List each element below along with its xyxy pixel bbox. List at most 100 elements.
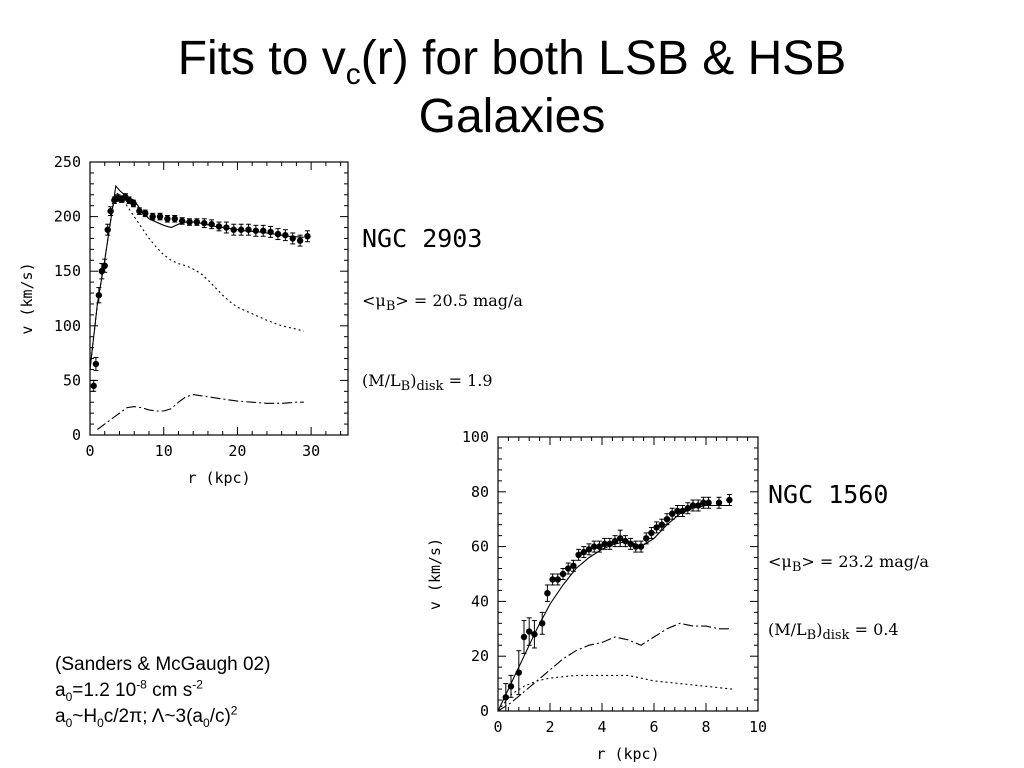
ngc1560-data-point bbox=[695, 502, 702, 509]
ngc2903-data-point bbox=[296, 237, 304, 244]
title-line-2: Galaxies bbox=[418, 90, 606, 143]
ngc1560-data-point bbox=[591, 543, 598, 550]
ngc1560-y-tick-label: 80 bbox=[471, 483, 489, 501]
ngc1560-data-point bbox=[617, 535, 624, 542]
ngc2903-y-tick-label: 50 bbox=[63, 371, 81, 389]
ngc1560-y-tick-label: 20 bbox=[471, 647, 489, 665]
ngc1560-x-tick-label: 6 bbox=[649, 718, 658, 736]
ngc1560-data-point bbox=[700, 499, 707, 506]
ngc2903-data-point bbox=[98, 268, 105, 275]
ngc1560-plot-frame bbox=[497, 436, 759, 712]
ngc1560-data-point bbox=[601, 540, 608, 548]
ngc1560-data-point bbox=[520, 633, 528, 641]
ngc2903-data-point bbox=[208, 221, 215, 228]
ngc1560-data-point bbox=[705, 499, 712, 506]
ngc1560-data-point bbox=[627, 540, 634, 548]
ngc2903-y-tick-label: 250 bbox=[54, 153, 81, 171]
a0-relation: a0~H0c/2π; Λ~3(a0/c)2 bbox=[55, 703, 238, 730]
ngc1560-data-point bbox=[526, 628, 533, 635]
ngc1560-data-point bbox=[622, 537, 629, 545]
ngc1560-panel: 0 2 4 6 8 10 0 20 40 60 80 100 r (kpc) v (km/s) NGC 1… bbox=[416, 424, 1024, 768]
ngc1560-galaxy-name: NGC 1560 bbox=[768, 480, 889, 509]
ngc1560-x-tick-label: 0 bbox=[493, 718, 502, 736]
ngc1560-data-point bbox=[502, 694, 509, 701]
ngc1560-y-tick-label: 60 bbox=[471, 538, 489, 556]
ngc1560-data-point bbox=[637, 543, 645, 550]
ngc1560-data-point bbox=[559, 570, 567, 578]
ngc1560-data-point bbox=[507, 683, 515, 690]
ngc1560-data-point bbox=[554, 576, 561, 583]
ngc2903-data-point bbox=[95, 292, 103, 299]
ngc1560-data-point bbox=[549, 576, 556, 583]
ngc2903-y-tick-label: 200 bbox=[54, 208, 81, 226]
ngc2903-data-point bbox=[101, 262, 108, 269]
ngc1560-y-axis-label: v (km/s) bbox=[426, 538, 444, 610]
ngc2903-y-axis-label: v (km/s) bbox=[18, 262, 36, 334]
ngc2903-data-point bbox=[223, 224, 230, 231]
ngc2903-y-tick-label: 0 bbox=[72, 426, 81, 444]
title-line-1: Fits to vc(r) for both LSB & HSB bbox=[177, 32, 847, 91]
ngc2903-data-point bbox=[149, 213, 156, 220]
ngc1560-y-tick-label: 100 bbox=[462, 428, 489, 446]
ngc1560-x-tick-label: 10 bbox=[749, 718, 767, 736]
ngc1560-data-point bbox=[674, 507, 681, 515]
ngc1560-data-point bbox=[539, 620, 546, 627]
ngc1560-x-tick-label: 8 bbox=[701, 718, 710, 736]
ngc2903-panel: 0 10 20 30 0 50 100 150 200 250 r (kpc) v (km/s) NG… bbox=[0, 150, 618, 492]
ngc2903-galaxy-name: NGC 2903 bbox=[362, 224, 483, 253]
ngc1560-y-tick-label: 0 bbox=[480, 702, 489, 720]
ngc2903-data-point bbox=[136, 207, 143, 215]
ngc1560-data-point bbox=[580, 548, 587, 556]
ngc1560-data-point bbox=[679, 507, 686, 515]
ngc2903-data-point bbox=[178, 217, 186, 225]
ngc1560-data-point bbox=[648, 529, 655, 537]
ngc2903-data-point bbox=[107, 207, 114, 215]
ngc1560-x-axis-label: r (kpc) bbox=[596, 745, 659, 763]
ngc1560-data-point bbox=[632, 543, 639, 550]
ngc2903-data-point bbox=[245, 226, 252, 233]
ngc2903-y-tick-label: 100 bbox=[54, 317, 81, 335]
ngc1560-data-point bbox=[715, 499, 723, 506]
ngc1560-data-point bbox=[596, 543, 603, 550]
ngc2903-data-point bbox=[186, 218, 193, 226]
ngc2903-rotation-curve-chart: 0 10 20 30 0 50 100 150 200 250 r (kpc) v (km/s) bbox=[18, 153, 349, 487]
ngc2903-data-point bbox=[142, 210, 149, 217]
ngc1560-data-point bbox=[531, 631, 538, 638]
ngc1560-data-point bbox=[689, 502, 697, 509]
ngc1560-data-point bbox=[611, 537, 619, 545]
ngc1560-data-point bbox=[726, 496, 733, 504]
ngc2903-data-point bbox=[304, 233, 311, 240]
ngc2903-x-axis-label: r (kpc) bbox=[187, 469, 250, 487]
ngc2903-data-point bbox=[215, 223, 223, 230]
ngc2903-data-point bbox=[274, 230, 282, 238]
ngc2903-data-point bbox=[237, 226, 245, 233]
ngc1560-gas-line bbox=[497, 622, 732, 712]
ngc2903-data-point bbox=[201, 219, 208, 227]
reference-notes: (Sanders & McGaugh 02) a0=1.2 10-8 cm s-… bbox=[55, 652, 270, 730]
ngc2903-data-point bbox=[171, 215, 178, 222]
ngc2903-data-point bbox=[289, 235, 296, 242]
ngc1560-disk-line bbox=[497, 674, 733, 712]
ngc1560-data-point bbox=[658, 521, 665, 528]
ngc2903-x-tick-label: 0 bbox=[85, 442, 94, 460]
citation: (Sanders & McGaugh 02) bbox=[55, 654, 271, 675]
ngc2903-fit-line bbox=[89, 184, 304, 370]
ngc2903-mass-to-light: (M/LB)disk = 1.9 bbox=[362, 371, 493, 395]
ngc1560-mass-to-light: (M/LB)disk = 0.4 bbox=[768, 620, 899, 644]
ngc2903-y-tick-label: 150 bbox=[54, 262, 81, 280]
ngc1560-data-point bbox=[565, 565, 572, 572]
ngc2903-data-point bbox=[252, 227, 260, 234]
ngc2903-plot-frame bbox=[89, 161, 349, 436]
ngc2903-disk-line bbox=[89, 191, 304, 370]
ngc1560-y-tick-label: 40 bbox=[471, 592, 489, 610]
ngc1560-data-point bbox=[570, 562, 577, 569]
ngc2903-x-tick-label: 10 bbox=[155, 442, 173, 460]
ngc2903-data-point bbox=[260, 227, 267, 234]
ngc2903-data-point bbox=[92, 360, 100, 368]
ngc2903-data-point bbox=[125, 197, 133, 204]
ngc1560-data-point bbox=[663, 516, 671, 523]
ngc2903-data-point bbox=[156, 213, 164, 220]
ngc1560-data-point bbox=[544, 589, 551, 597]
ngc1560-data-point bbox=[643, 535, 650, 542]
